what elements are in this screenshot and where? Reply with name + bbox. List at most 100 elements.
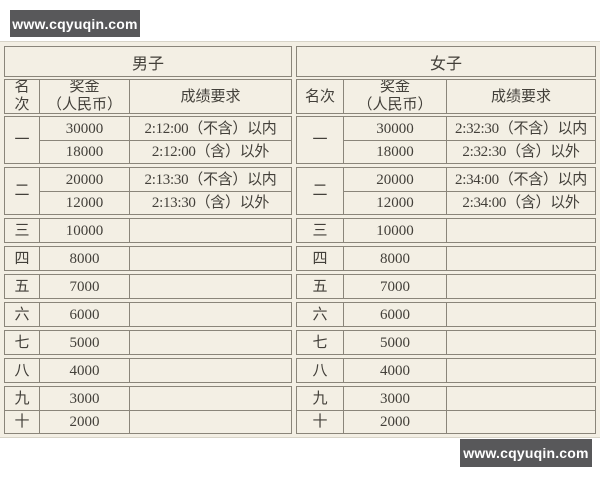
requirement-cell [129,387,291,410]
prize-cell: 2000 [343,410,446,433]
men-rank-rows: 一 30000 2:12:00（不含）以内 18000 2:12:00（含）以外二 200… [4,116,292,434]
prize-cell: 5000 [343,331,446,354]
requirement-cell: 2:13:30（含）以外 [129,191,291,214]
prize-cell: 10000 [39,219,129,242]
women-header-row: 名次 奖金 （人民币） 成绩要求 [296,79,596,114]
requirement-cell [446,247,595,270]
requirement-cell: 2:34:00（含）以外 [446,191,595,214]
rank-group: 一 30000 2:32:30（不含）以内 18000 2:32:30（含）以外 [296,116,596,164]
rank-cell: 八 [14,362,30,379]
rank-cell: 八 [312,362,328,379]
rank-group: 七 5000 [296,330,596,355]
rank-cell: 六 [312,306,328,323]
prize-cell: 2000 [39,410,129,433]
men-col-header-requirement: 成绩要求 [129,80,291,113]
rank-cell: 一 [14,132,30,148]
rank-group: 六 6000 [4,302,292,327]
prize-cell: 10000 [343,219,446,242]
requirement-cell: 2:12:00（含）以外 [129,140,291,163]
rank-cell: 五 [14,278,30,295]
rank-cell: 七 [312,334,328,351]
requirement-cell [129,331,291,354]
rank-group: 二 20000 2:34:00（不含）以内 12000 2:34:00（含）以外 [296,167,596,215]
requirement-cell [129,275,291,298]
prize-cell: 6000 [39,303,129,326]
rank-group: 二 20000 2:13:30（不含）以内 12000 2:13:30（含）以外 [4,167,292,215]
rank-cell: 七 [14,334,30,351]
rank-group: 四 8000 [4,246,292,271]
prize-cell: 5000 [39,331,129,354]
requirement-cell [129,410,291,433]
women-col-header-prize: 奖金 （人民币） [343,80,446,113]
rank-cell: 一 [312,132,328,148]
rank-group: 一 30000 2:12:00（不含）以内 18000 2:12:00（含）以外 [4,116,292,164]
prize-cell: 12000 [343,191,446,214]
prize-tables: 男子 名次 奖金 （人民币） 成绩要求 一 30000 2:12:00（不含）以内 1… [4,46,596,434]
requirement-cell: 2:34:00（不含）以内 [446,168,595,191]
requirement-cell [129,247,291,270]
women-col-header-prize-line2: （人民币） [357,96,433,113]
rank-cell: 十 [297,410,343,433]
requirement-cell: 2:32:30（不含）以内 [446,117,595,140]
rank-cell: 六 [14,306,30,323]
prize-cell: 18000 [39,140,129,163]
rank-group: 七 5000 [4,330,292,355]
rank-cell: 十 [5,410,39,433]
watermark-top-left: www.cqyuqin.com [10,10,140,37]
prize-cell: 3000 [39,387,129,410]
requirement-cell [446,275,595,298]
prize-cell: 8000 [39,247,129,270]
rank-cell: 四 [14,250,30,267]
prize-cell: 4000 [39,359,129,382]
rank-cell: 九 [14,390,30,407]
women-col-header-rank: 名次 [304,88,335,105]
requirement-cell [129,303,291,326]
requirement-cell [446,410,595,433]
requirement-cell: 2:32:30（含）以外 [446,140,595,163]
women-col-header-prize-line1: 奖金 [379,80,410,95]
prize-cell: 30000 [343,117,446,140]
rank-group: 三 10000 [296,218,596,243]
rank-cell: 二 [312,183,328,199]
rank-cell: 九 [312,390,328,407]
women-table-title: 女子 [296,46,596,77]
men-col-header-prize-line1: 奖金 [69,80,100,95]
rank-cell: 三 [312,222,328,239]
prize-cell: 4000 [343,359,446,382]
rank-group: 五 7000 [4,274,292,299]
prize-cell: 20000 [343,168,446,191]
men-col-header-prize: 奖金 （人民币） [39,80,129,113]
rank-group: 九 3000 十 2000 [4,386,292,434]
women-table: 女子 名次 奖金 （人民币） 成绩要求 一 30000 2:32:30（不含）以内 1… [296,46,596,434]
rank-group: 三 10000 [4,218,292,243]
men-table-title: 男子 [4,46,292,77]
prize-cell: 8000 [343,247,446,270]
prize-cell: 3000 [343,387,446,410]
requirement-cell: 2:12:00（不含）以内 [129,117,291,140]
men-header-row: 名次 奖金 （人民币） 成绩要求 [4,79,292,114]
prize-cell: 6000 [343,303,446,326]
requirement-cell [446,303,595,326]
rank-group: 八 4000 [296,358,596,383]
prize-cell: 7000 [343,275,446,298]
rank-group: 六 6000 [296,302,596,327]
men-col-header-rank: 名次 [14,80,30,113]
prize-cell: 12000 [39,191,129,214]
women-col-header-requirement: 成绩要求 [446,80,595,113]
watermark-bottom-right: www.cqyuqin.com [460,439,592,467]
requirement-cell [129,359,291,382]
rank-cell: 四 [312,250,328,267]
rank-group: 四 8000 [296,246,596,271]
prize-cell: 30000 [39,117,129,140]
requirement-cell [446,359,595,382]
rank-cell: 五 [312,278,328,295]
men-col-header-prize-line2: （人民币） [46,96,122,113]
men-table: 男子 名次 奖金 （人民币） 成绩要求 一 30000 2:12:00（不含）以内 1… [4,46,292,434]
rank-group: 九 3000 十 2000 [296,386,596,434]
prize-cell: 18000 [343,140,446,163]
requirement-cell [129,219,291,242]
requirement-cell [446,331,595,354]
requirement-cell [446,387,595,410]
requirement-cell [446,219,595,242]
